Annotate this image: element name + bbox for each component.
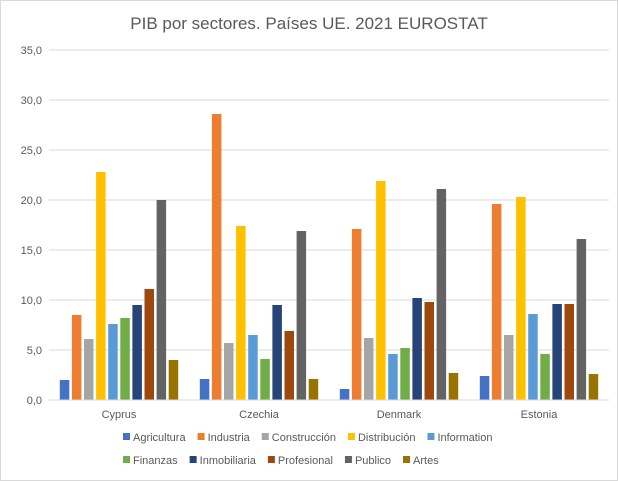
x-axis-categories: Cyprus Czechia Denmark Estonia bbox=[102, 409, 559, 421]
legend-swatch bbox=[261, 433, 269, 440]
legend-item: Publico bbox=[344, 455, 391, 467]
legend-item: Industria bbox=[197, 432, 251, 444]
bar bbox=[552, 304, 562, 400]
bar bbox=[199, 379, 210, 400]
bar bbox=[339, 389, 350, 400]
bar bbox=[132, 305, 142, 400]
legend-label: Distribución bbox=[358, 432, 415, 444]
legend-item: Artes bbox=[403, 455, 439, 467]
y-tick-label: 5,0 bbox=[27, 345, 42, 357]
x-category-label: Estonia bbox=[521, 409, 559, 421]
legend-swatch bbox=[344, 456, 352, 463]
chart-title: PIB por sectores. Países UE. 2021 EUROST… bbox=[130, 14, 487, 33]
bar bbox=[351, 229, 362, 400]
bar bbox=[156, 200, 167, 400]
bar bbox=[376, 181, 386, 400]
bar bbox=[588, 374, 599, 400]
legend-item: Construcción bbox=[261, 432, 336, 444]
bar bbox=[576, 239, 587, 400]
bar bbox=[84, 339, 94, 400]
y-tick-label: 15,0 bbox=[21, 245, 42, 257]
bar bbox=[71, 315, 82, 400]
legend-swatch bbox=[197, 433, 205, 440]
y-tick-label: 35,0 bbox=[21, 45, 42, 57]
bar bbox=[308, 379, 319, 400]
bar bbox=[120, 318, 130, 400]
bar bbox=[528, 314, 538, 400]
legend-item: Distribución bbox=[347, 432, 415, 444]
bar bbox=[540, 354, 550, 400]
legend-label: Construcción bbox=[272, 432, 336, 444]
bar bbox=[272, 305, 282, 400]
legend-swatch bbox=[403, 456, 411, 463]
x-category-label: Denmark bbox=[377, 409, 422, 421]
legend-item: Finanzas bbox=[123, 455, 178, 467]
bar bbox=[248, 335, 258, 400]
legend-label: Industria bbox=[208, 432, 251, 444]
legend-label: Finanzas bbox=[133, 455, 178, 467]
legend-swatch bbox=[123, 456, 130, 463]
legend-label: Information bbox=[437, 432, 492, 444]
y-tick-label: 10,0 bbox=[21, 295, 42, 307]
bar bbox=[296, 231, 307, 400]
y-tick-label: 20,0 bbox=[21, 195, 42, 207]
bar bbox=[224, 343, 234, 400]
bar bbox=[96, 172, 106, 400]
bar bbox=[479, 376, 490, 400]
y-axis-ticks: 0,0 5,0 10,0 15,0 20,0 25,0 30,0 35,0 bbox=[21, 45, 42, 407]
bar bbox=[412, 298, 422, 400]
legend-swatch bbox=[189, 456, 197, 463]
bar bbox=[108, 324, 118, 400]
bar bbox=[364, 338, 374, 400]
x-category-label: Czechia bbox=[239, 409, 280, 421]
legend-swatch bbox=[347, 433, 355, 440]
bar bbox=[491, 204, 502, 400]
legend-swatch bbox=[267, 456, 275, 463]
legend-label: Agricultura bbox=[133, 432, 186, 444]
gridlines bbox=[49, 49, 609, 351]
legend-swatch bbox=[427, 433, 435, 440]
y-tick-label: 0,0 bbox=[27, 395, 42, 407]
legend: Agricultura Industria Construcción Distribu… bbox=[123, 432, 492, 467]
bar bbox=[144, 289, 154, 400]
y-tick-label: 25,0 bbox=[21, 145, 42, 157]
legend-label: Inmobiliaria bbox=[200, 455, 257, 467]
x-category-label: Cyprus bbox=[102, 409, 137, 421]
bars bbox=[59, 114, 599, 400]
bar bbox=[400, 348, 410, 400]
bar bbox=[448, 373, 459, 400]
bar bbox=[436, 189, 447, 400]
bar bbox=[504, 335, 514, 400]
legend-label: Artes bbox=[413, 455, 439, 467]
bar bbox=[211, 114, 222, 400]
bar bbox=[284, 331, 294, 400]
bar bbox=[424, 302, 434, 400]
bar bbox=[260, 359, 270, 400]
legend-label: Profesional bbox=[278, 455, 333, 467]
legend-label: Publico bbox=[355, 455, 391, 467]
y-tick-label: 30,0 bbox=[21, 95, 42, 107]
legend-item: Inmobiliaria bbox=[189, 455, 257, 467]
legend-swatch bbox=[123, 433, 130, 440]
bar bbox=[236, 226, 246, 400]
legend-item: Agricultura bbox=[123, 432, 186, 444]
legend-item: Profesional bbox=[267, 455, 333, 467]
bar bbox=[59, 380, 70, 400]
bar bbox=[564, 304, 574, 400]
bar bbox=[388, 354, 398, 400]
bar bbox=[516, 197, 526, 400]
bar bbox=[168, 360, 179, 400]
legend-item: Information bbox=[427, 432, 492, 444]
